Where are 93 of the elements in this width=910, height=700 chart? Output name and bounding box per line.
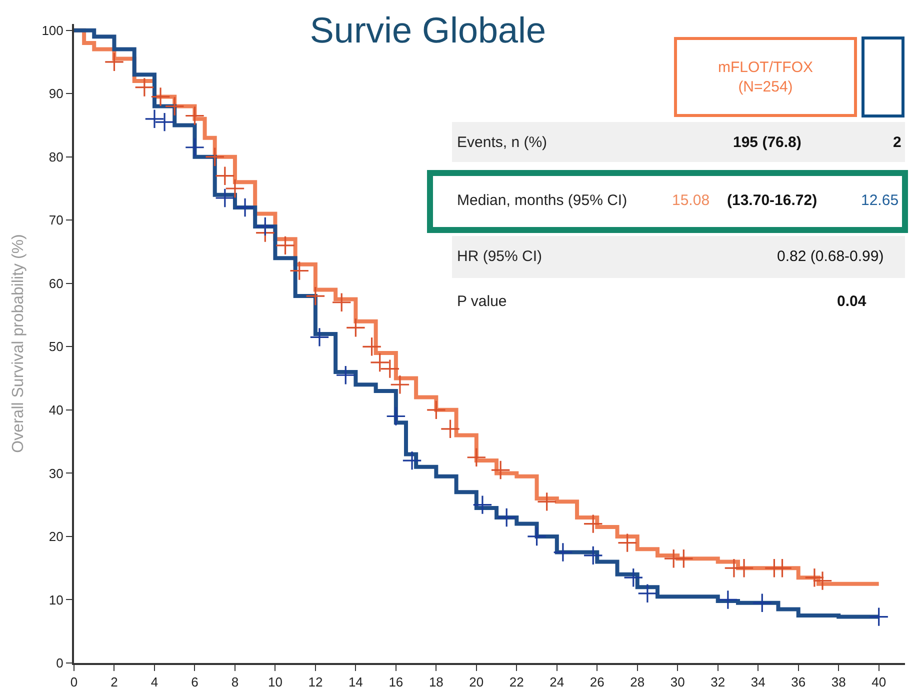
x-tick-label: 4 — [150, 674, 158, 690]
x-tick-label: 10 — [268, 674, 282, 690]
point — [289, 260, 310, 281]
chart-title: Survie Globale — [310, 10, 546, 51]
y-tick-label: 40 — [48, 402, 64, 418]
point — [154, 112, 174, 132]
point — [583, 514, 604, 534]
point — [804, 568, 824, 588]
point — [332, 292, 352, 312]
y-tick-label: 70 — [48, 212, 64, 228]
y-tick-label: 80 — [48, 149, 64, 164]
annotation: 0.82 (0.68-0.99) — [777, 248, 884, 265]
point — [638, 584, 658, 604]
y-tick-label: 10 — [48, 592, 64, 608]
point — [275, 236, 296, 256]
point — [402, 450, 422, 470]
annotation: mFLOT/TFOX (N=254) — [718, 58, 813, 96]
point — [812, 570, 832, 591]
x-tick-label: 12 — [308, 674, 323, 690]
y-tick-label: 0 — [56, 656, 64, 671]
annotation: P value — [457, 293, 507, 310]
point — [225, 178, 245, 198]
annotation: 0.04 — [837, 293, 867, 310]
point — [235, 198, 255, 218]
point — [215, 188, 235, 208]
x-tick-label: 0 — [70, 674, 78, 690]
point — [426, 400, 446, 420]
x-tick-label: 40 — [872, 674, 886, 690]
point — [583, 546, 604, 566]
point — [215, 166, 235, 186]
point — [390, 374, 410, 395]
x-tick-label: 30 — [670, 674, 685, 690]
point — [204, 146, 225, 167]
y-tick-label: 100 — [42, 22, 64, 38]
x-tick-label: 6 — [191, 674, 198, 690]
annotation: 2 — [893, 134, 902, 151]
point — [772, 558, 792, 578]
x-tick-label: 16 — [388, 674, 404, 690]
x-tick-label: 8 — [231, 674, 239, 690]
point — [466, 447, 486, 468]
y-axis-title: Overall Survival probability (%) — [10, 234, 28, 453]
x-tick-label: 18 — [428, 674, 444, 690]
annotation: Events, n (%) — [457, 134, 548, 151]
point — [184, 137, 205, 158]
point — [734, 558, 754, 578]
annotation: 195 (76.8) — [733, 134, 802, 151]
point — [536, 492, 557, 512]
point — [868, 606, 889, 627]
point — [336, 365, 356, 386]
point — [617, 532, 638, 553]
point — [164, 96, 185, 116]
point — [526, 526, 547, 546]
x-tick-label: 32 — [710, 674, 726, 690]
x-tick-label: 26 — [590, 674, 604, 690]
x-tick-label: 34 — [750, 674, 766, 690]
point — [184, 106, 205, 126]
annotation: Median, months (95% CI) — [457, 192, 628, 209]
x-tick-label: 14 — [348, 674, 363, 690]
point — [623, 568, 644, 588]
y-tick-label: 20 — [48, 529, 64, 544]
x-tick-label: 36 — [791, 674, 806, 690]
point — [472, 494, 492, 515]
y-tick-label: 90 — [48, 86, 64, 102]
point — [553, 542, 573, 562]
x-tick-label: 20 — [469, 674, 484, 690]
point — [718, 590, 738, 610]
point — [144, 109, 164, 129]
point — [134, 77, 154, 98]
point — [440, 419, 460, 439]
point — [104, 52, 124, 72]
y-tick-label: 50 — [48, 339, 64, 354]
point — [490, 460, 510, 480]
point — [255, 216, 276, 236]
point — [496, 508, 516, 528]
x-tick-label: 28 — [630, 674, 645, 690]
point — [310, 327, 330, 348]
annotation: HR (95% CI) — [457, 248, 542, 265]
annotation: 15.08 — [672, 192, 710, 209]
point — [752, 593, 772, 613]
point — [306, 286, 326, 306]
x-tick-label: 2 — [110, 674, 118, 690]
point — [362, 336, 382, 357]
y-tick-label: 60 — [48, 276, 64, 291]
y-tick-label: 30 — [48, 466, 64, 481]
x-tick-label: 24 — [550, 674, 564, 690]
x-tick-label: 22 — [509, 674, 524, 690]
point — [674, 548, 694, 569]
point — [346, 318, 366, 338]
annotation: 12.65 — [861, 192, 899, 209]
point — [386, 406, 406, 426]
point — [150, 86, 170, 107]
x-tick-label: 38 — [831, 674, 846, 690]
annotation: (13.70-16.72) — [727, 192, 818, 209]
